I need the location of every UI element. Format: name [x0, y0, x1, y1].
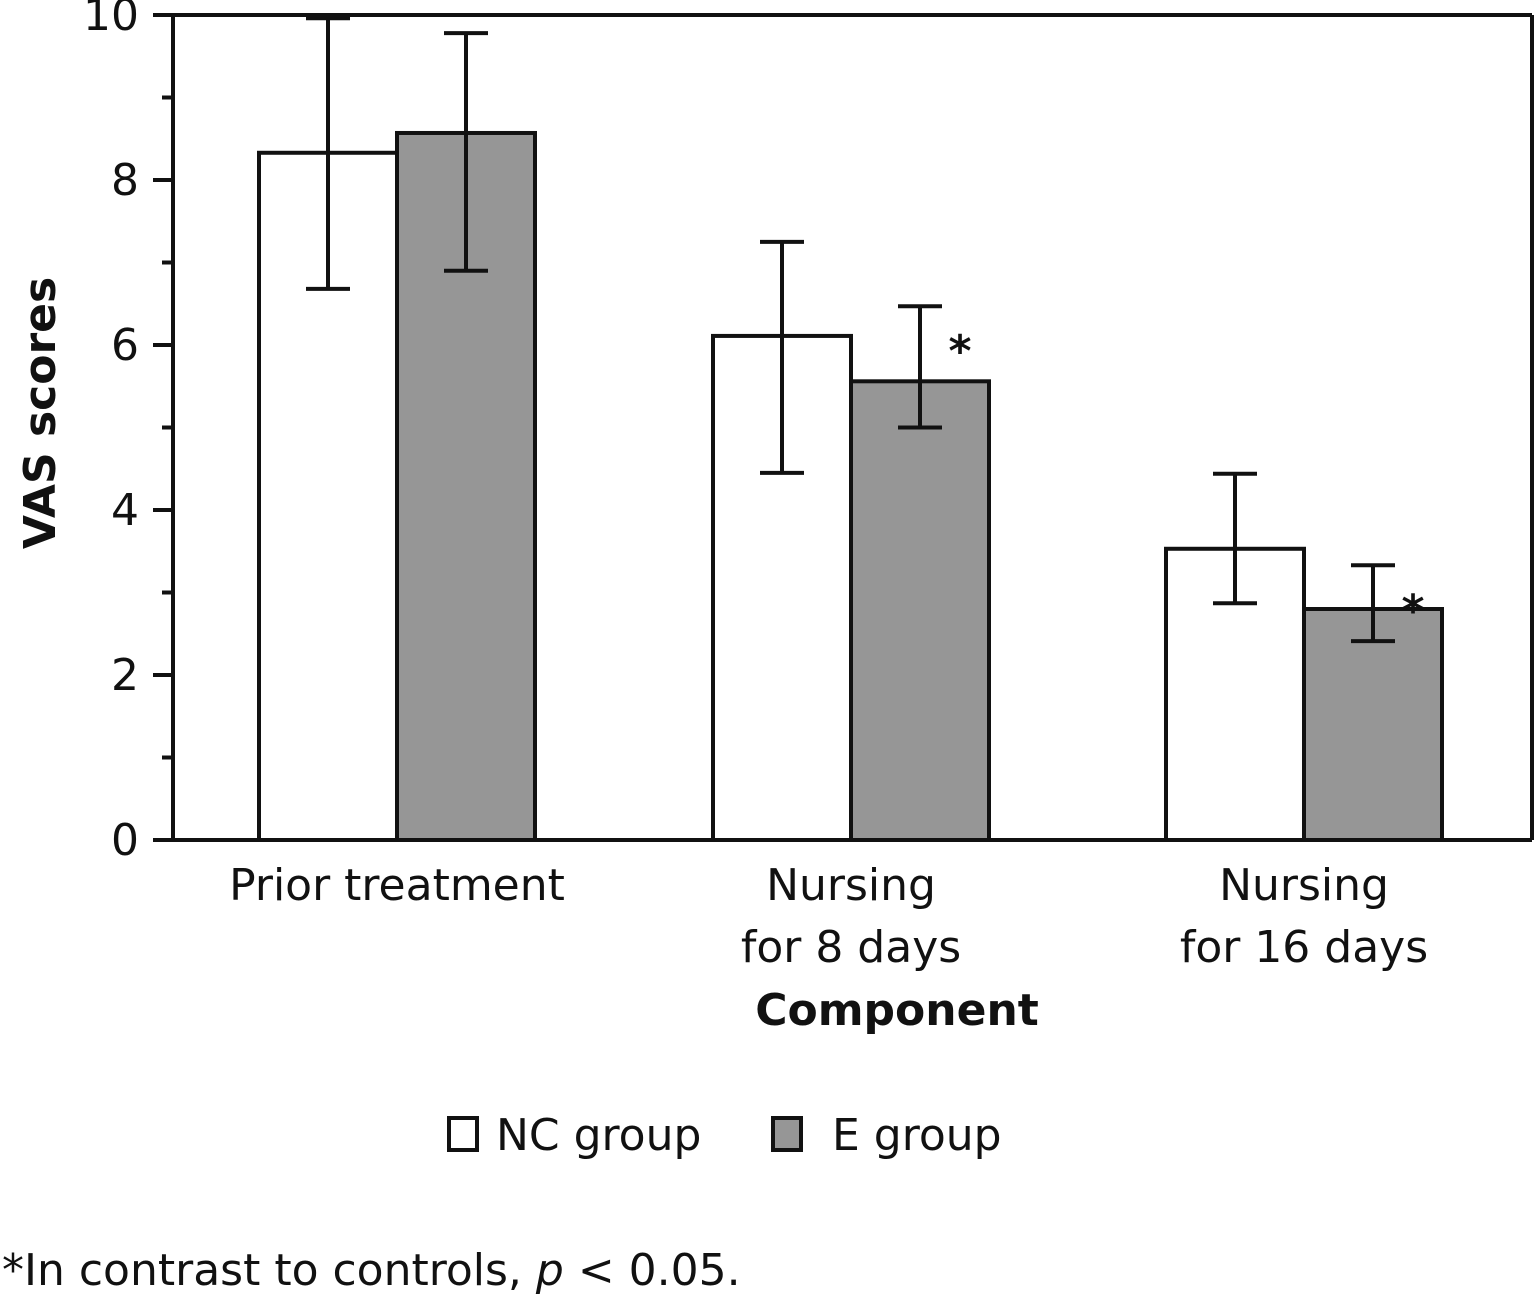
y-tick-label: 8 — [111, 155, 139, 206]
legend-label-nc-group: NC group — [496, 1110, 701, 1161]
footnote-suffix: < 0.05. — [564, 1245, 741, 1296]
legend-swatch-e-group — [771, 1116, 803, 1152]
y-tick-label: 6 — [111, 320, 139, 371]
x-category-label: Nursing — [766, 860, 936, 911]
x-category-label: Prior treatment — [229, 860, 565, 911]
legend-swatch-nc-group — [447, 1116, 479, 1152]
footnote-p: p — [535, 1245, 564, 1296]
y-tick-label: 2 — [111, 650, 139, 701]
axes-layer: 0 2 4 6 8 10 Prior treatment Nursing for 8 days N… — [83, 0, 1534, 973]
y-tick-label: 0 — [111, 815, 139, 866]
legend-label-e-group: E group — [832, 1110, 1002, 1161]
y-axis-title: VAS scores — [15, 277, 66, 549]
y-tick-label: 4 — [111, 485, 139, 536]
significance-marker: * — [1401, 585, 1424, 636]
y-tick-label: 10 — [83, 0, 139, 41]
x-category-label: for 16 days — [1180, 922, 1428, 973]
x-category-label: for 8 days — [741, 922, 961, 973]
bar-e-group — [849, 379, 991, 842]
legend: NC group E group — [447, 1110, 1002, 1161]
bar-e-group — [1302, 607, 1444, 842]
x-category-label: Nursing — [1219, 860, 1389, 911]
footnote: *In contrast to controls, p < 0.05. — [2, 1245, 741, 1296]
significance-marker: * — [948, 326, 971, 377]
x-axis-title: Component — [755, 985, 1039, 1036]
footnote-prefix: *In contrast to controls, — [2, 1245, 536, 1296]
bars-layer: ** — [257, 16, 1444, 843]
